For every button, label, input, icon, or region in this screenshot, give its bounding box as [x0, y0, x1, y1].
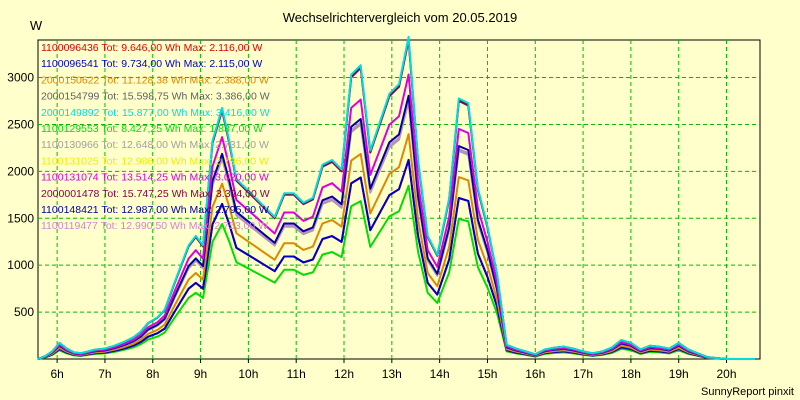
- x-tick-label: 18h: [621, 367, 641, 381]
- y-tick-label: 1500: [7, 211, 34, 225]
- legend-serial: 1100096541: [41, 58, 101, 70]
- legend-serial: 2000001478: [41, 188, 102, 200]
- legend-entry: 1100096541 Tot: 9.734,00 Wh Max: 2.115,0…: [41, 58, 262, 70]
- x-tick-label: 9h: [194, 367, 207, 381]
- y-tick-label: 2500: [7, 117, 34, 131]
- legend-entry: 1100148421 Tot: 12.987,00 Wh Max: 2.795,…: [41, 204, 269, 216]
- x-tick-label: 20h: [717, 367, 737, 381]
- y-tick-label: 2000: [7, 164, 34, 178]
- legend-max: Max: 3.386,00 W: [190, 91, 269, 103]
- legend-total: Tot: 15.747,25 Wh: [102, 188, 190, 200]
- x-tick-label: 8h: [146, 367, 159, 381]
- legend-max: Max: 2.796,00 W: [190, 155, 269, 167]
- legend-total: Tot: 12.986,00 Wh: [101, 155, 189, 167]
- y-tick-label: 3000: [7, 71, 34, 85]
- legend-entry: 1100131074 Tot: 13.514,25 Wh Max: 3.020,…: [41, 172, 269, 184]
- legend-entry: 2000150622 Tot: 11.128,38 Wh Max: 2.388,…: [41, 74, 269, 86]
- legend-entry: 2000154799 Tot: 15.598,75 Wh Max: 3.386,…: [41, 91, 270, 103]
- x-tick-label: 13h: [382, 367, 402, 381]
- legend-total: Tot: 15.877,00 Wh: [102, 107, 190, 119]
- legend-entry: 2000149892 Tot: 15.877,00 Wh Max: 3.416,…: [41, 107, 270, 119]
- x-tick-label: 11h: [287, 367, 306, 381]
- legend-max: Max: 2.116,00 W: [184, 42, 263, 54]
- legend-max: Max: 2.388,00 W: [189, 74, 268, 86]
- legend-entry: 1100119477 Tot: 12.990,50 Wh Max: 2.753,…: [41, 220, 268, 232]
- legend-entry: 1100131025 Tot: 12.986,00 Wh Max: 2.796,…: [41, 155, 269, 167]
- legend-entry: 1100096436 Tot: 9.646,00 Wh Max: 2.116,0…: [41, 42, 262, 54]
- x-tick-label: 14h: [430, 367, 450, 381]
- legend-serial: 1100096436: [41, 42, 101, 54]
- legend-total: Tot: 13.514,25 Wh: [101, 172, 189, 184]
- legend-serial: 1100119477: [41, 220, 101, 232]
- y-axis-label: W: [30, 18, 43, 33]
- legend-total: Tot: 11.128,38 Wh: [102, 74, 189, 86]
- y-tick-label: 1000: [7, 258, 34, 272]
- legend-total: Tot: 15.598,75 Wh: [102, 91, 190, 103]
- y-tick-label: 500: [14, 305, 34, 319]
- legend-total: Tot: 9.734,00 Wh: [101, 58, 183, 70]
- legend-serial: 1100148421: [41, 204, 101, 216]
- legend-entry: 1100130966 Tot: 12.648,00 Wh Max: 2.731,…: [41, 139, 269, 151]
- legend-total: Tot: 12.990,50 Wh: [101, 220, 189, 232]
- legend-entry: 1100129553 Tot: 8.427,25 Wh Max: 1.837,0…: [41, 123, 263, 135]
- x-ticks: 6h 7h 8h 9h 10h 11h 12h 13h 14h 15h 16h 17h 18h 19h 20…: [50, 359, 737, 381]
- series-line-1100129553: [37, 184, 756, 360]
- y-ticks: 500 1000 1500 2000 2500 3000: [7, 71, 34, 320]
- legend-max: Max: 1.837,00 W: [184, 123, 263, 135]
- legend-total: Tot: 12.648,00 Wh: [101, 139, 189, 151]
- legend-serial: 1100131074: [41, 172, 101, 184]
- x-tick-label: 17h: [573, 367, 593, 381]
- plot-area: [37, 39, 761, 360]
- legend-serial: 2000149892: [41, 107, 102, 119]
- legend-serial: 1100130966: [41, 139, 101, 151]
- x-tick-label: 12h: [334, 367, 354, 381]
- chart-title: Wechselrichtervergleich vom 20.05.2019: [283, 10, 518, 25]
- series-line-1100096541: [37, 158, 756, 360]
- legend: 1100096436 Tot: 9.646,00 Wh Max: 2.116,0…: [41, 42, 270, 232]
- series-line-2000150622: [37, 133, 756, 360]
- legend-total: Tot: 8.427,25 Wh: [101, 123, 183, 135]
- x-tick-label: 6h: [50, 367, 63, 381]
- legend-total: Tot: 9.646,00 Wh: [101, 42, 183, 54]
- series-line-2000149892: [37, 35, 756, 360]
- x-tick-label: 10h: [238, 367, 258, 381]
- x-tick-label: 15h: [477, 367, 497, 381]
- legend-serial: 1100131025: [41, 155, 101, 167]
- legend-max: Max: 3.394,00 W: [190, 188, 269, 200]
- legend-serial: 2000150622: [41, 74, 102, 86]
- legend-serial: 1100129553: [41, 123, 101, 135]
- grid: [38, 40, 760, 359]
- legend-total: Tot: 12.987,00 Wh: [101, 204, 189, 216]
- legend-max: Max: 2.795,00 W: [190, 204, 269, 216]
- x-tick-label: 16h: [525, 367, 545, 381]
- legend-max: Max: 2.731,00 W: [190, 139, 269, 151]
- x-tick-label: 19h: [669, 367, 689, 381]
- footer-credit: SunnyReport pinxit: [701, 386, 794, 398]
- series-line-1100131074: [37, 73, 756, 360]
- legend-max: Max: 2.753,00 W: [189, 220, 268, 232]
- x-tick-label: 7h: [98, 367, 111, 381]
- legend-max: Max: 3.416,00 W: [190, 107, 269, 119]
- legend-max: Max: 2.115,00 W: [184, 58, 263, 70]
- legend-entry: 2000001478 Tot: 15.747,25 Wh Max: 3.394,…: [41, 188, 270, 200]
- legend-max: Max: 3.020,00 W: [190, 172, 269, 184]
- legend-serial: 2000154799: [41, 91, 102, 103]
- series-lines: [37, 35, 756, 360]
